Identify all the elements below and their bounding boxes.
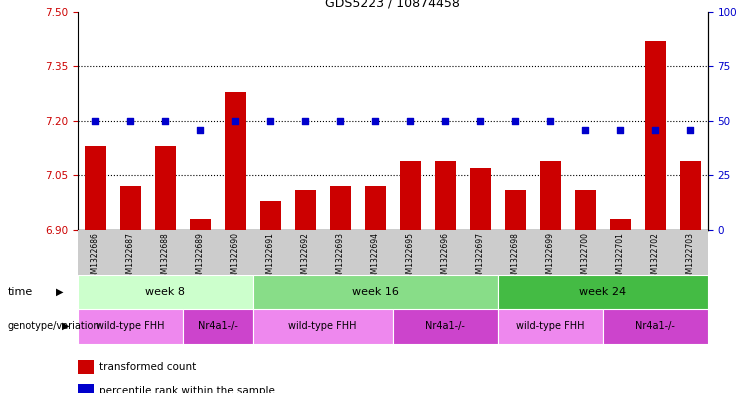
- Bar: [190, 219, 210, 230]
- Text: GSM1322687: GSM1322687: [126, 232, 135, 283]
- Point: [229, 118, 241, 124]
- Bar: [470, 168, 491, 230]
- Bar: [253, 309, 393, 344]
- Text: GSM1322689: GSM1322689: [196, 232, 205, 283]
- Text: week 24: week 24: [579, 287, 626, 297]
- Text: percentile rank within the sample: percentile rank within the sample: [99, 386, 274, 393]
- Bar: [505, 190, 525, 230]
- Bar: [330, 186, 350, 230]
- Point: [509, 118, 521, 124]
- Text: week 8: week 8: [145, 287, 185, 297]
- Point: [405, 118, 416, 124]
- Bar: [498, 275, 708, 309]
- Text: GSM1322696: GSM1322696: [441, 232, 450, 283]
- Bar: [260, 201, 281, 230]
- Text: GSM1322694: GSM1322694: [370, 232, 379, 283]
- Bar: [610, 219, 631, 230]
- Point: [124, 118, 136, 124]
- Text: genotype/variation: genotype/variation: [7, 321, 100, 331]
- Point: [369, 118, 381, 124]
- Text: GSM1322698: GSM1322698: [511, 232, 519, 283]
- Bar: [498, 309, 602, 344]
- Bar: [120, 186, 141, 230]
- Text: GSM1322699: GSM1322699: [545, 232, 555, 283]
- Bar: [155, 146, 176, 230]
- Bar: [295, 190, 316, 230]
- Point: [614, 127, 626, 133]
- Bar: [78, 230, 708, 275]
- Text: GSM1322690: GSM1322690: [230, 232, 240, 283]
- Bar: [539, 161, 561, 230]
- Text: wild-type FHH: wild-type FHH: [288, 321, 357, 331]
- Point: [474, 118, 486, 124]
- Bar: [393, 309, 498, 344]
- Point: [544, 118, 556, 124]
- Text: GSM1322693: GSM1322693: [336, 232, 345, 283]
- Text: GSM1322697: GSM1322697: [476, 232, 485, 283]
- Bar: [645, 41, 665, 230]
- Bar: [435, 161, 456, 230]
- Title: GDS5223 / 10874458: GDS5223 / 10874458: [325, 0, 460, 9]
- Bar: [78, 275, 253, 309]
- Point: [265, 118, 276, 124]
- Bar: [602, 309, 708, 344]
- Text: Nr4a1-/-: Nr4a1-/-: [198, 321, 238, 331]
- Bar: [225, 92, 246, 230]
- Text: GSM1322691: GSM1322691: [266, 232, 275, 283]
- Text: GSM1322695: GSM1322695: [406, 232, 415, 283]
- Text: GSM1322688: GSM1322688: [161, 232, 170, 283]
- Point: [194, 127, 206, 133]
- Point: [439, 118, 451, 124]
- Text: GSM1322702: GSM1322702: [651, 232, 659, 283]
- Bar: [365, 186, 386, 230]
- Bar: [84, 146, 106, 230]
- Text: GSM1322692: GSM1322692: [301, 232, 310, 283]
- Text: GSM1322686: GSM1322686: [91, 232, 100, 283]
- Text: Nr4a1-/-: Nr4a1-/-: [635, 321, 675, 331]
- Text: GSM1322703: GSM1322703: [685, 232, 694, 283]
- Text: week 16: week 16: [352, 287, 399, 297]
- Text: time: time: [7, 287, 33, 297]
- Text: GSM1322701: GSM1322701: [616, 232, 625, 283]
- Text: Nr4a1-/-: Nr4a1-/-: [425, 321, 465, 331]
- Bar: [575, 190, 596, 230]
- Point: [649, 127, 661, 133]
- Text: transformed count: transformed count: [99, 362, 196, 373]
- Point: [299, 118, 311, 124]
- Bar: [679, 161, 701, 230]
- Bar: [183, 309, 253, 344]
- Bar: [253, 275, 498, 309]
- Point: [90, 118, 102, 124]
- Point: [159, 118, 171, 124]
- Text: GSM1322700: GSM1322700: [581, 232, 590, 283]
- Point: [684, 127, 696, 133]
- Text: wild-type FHH: wild-type FHH: [516, 321, 585, 331]
- Bar: [399, 161, 421, 230]
- Text: ▶: ▶: [56, 287, 63, 297]
- Point: [579, 127, 591, 133]
- Text: wild-type FHH: wild-type FHH: [96, 321, 165, 331]
- Bar: [78, 309, 183, 344]
- Point: [334, 118, 346, 124]
- Text: ▶: ▶: [62, 321, 69, 331]
